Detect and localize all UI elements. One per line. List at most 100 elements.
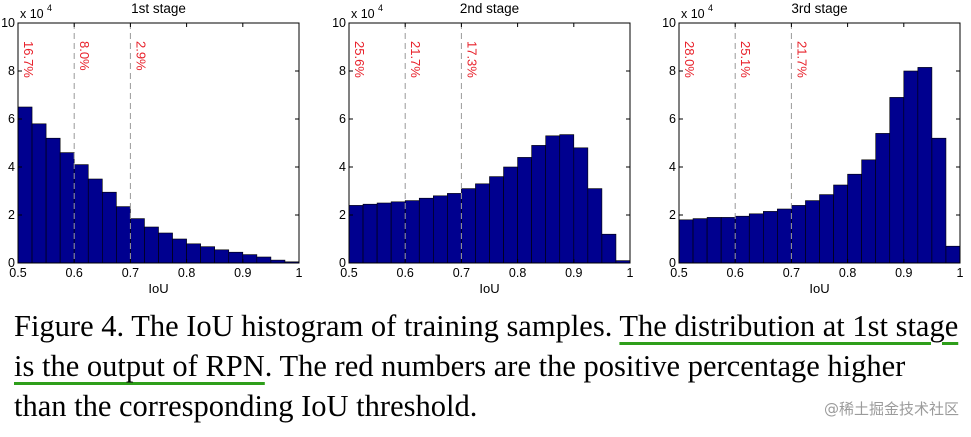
x-tick-label: 0.5: [670, 266, 687, 280]
x-tick-label: 0.7: [783, 266, 800, 280]
y-tick-label: 0: [669, 256, 676, 270]
histogram-bar: [242, 254, 258, 264]
histogram-bar: [503, 166, 518, 264]
histogram-bar: [706, 217, 722, 264]
histogram-bar: [144, 226, 159, 264]
histogram-bar: [875, 133, 891, 264]
histogram-bar: [475, 183, 490, 264]
x-tick-label: 0.7: [453, 266, 470, 280]
watermark: @稀土掘金技术社区: [823, 400, 959, 418]
histogram-bar: [130, 218, 145, 264]
y-tick-label: 6: [8, 112, 15, 126]
histogram-bar: [200, 246, 215, 264]
x-tick-label: 0.9: [234, 266, 251, 280]
threshold-label: 28.0%: [682, 41, 697, 78]
histogram-bar: [186, 243, 201, 264]
y-tick-label: 8: [339, 64, 346, 78]
histogram-bar: [432, 195, 448, 264]
caption-highlight: The distribution at 1st stage is the out…: [14, 309, 959, 383]
histogram-bar: [461, 188, 476, 264]
histogram-bar: [889, 97, 905, 264]
histogram-bar: [31, 123, 47, 264]
histogram-bar: [59, 152, 75, 264]
histogram-bar: [805, 200, 820, 264]
histogram-bar: [517, 157, 532, 264]
x-tick-label: 0.7: [122, 266, 139, 280]
y-tick-label: 10: [662, 16, 676, 30]
y-multiplier: x 10: [351, 7, 375, 21]
histogram-bar: [945, 245, 961, 264]
chart-title: 3rd stage: [791, 1, 847, 16]
histogram-bar: [256, 256, 272, 264]
histogram-bar: [559, 134, 575, 264]
y-tick-label: 2: [669, 208, 676, 222]
histogram-bar: [87, 178, 103, 264]
histogram-bar: [390, 201, 406, 264]
histogram-bar: [102, 191, 117, 264]
plot-frame: [348, 22, 631, 264]
y-tick-label: 6: [339, 112, 346, 126]
threshold-label: 21.7%: [408, 41, 423, 78]
x-axis-label: IoU: [479, 281, 499, 296]
y-tick-label: 8: [8, 64, 15, 78]
histogram-bar: [762, 211, 778, 264]
histogram-bar: [531, 145, 547, 264]
x-tick-label: 0.9: [565, 266, 582, 280]
x-axis-label: IoU: [148, 281, 168, 296]
chart-title: 2nd stage: [460, 1, 519, 16]
histogram-bar: [348, 205, 364, 264]
y-tick-label: 6: [669, 112, 676, 126]
histogram-bar: [692, 218, 708, 264]
y-tick-label: 0: [339, 256, 346, 270]
chart-panel-3: 28.0% 25.1% 21.7%0.5 0.6 0.7 0.8 0.9 10246810x …: [662, 1, 963, 296]
histogram-bar: [833, 184, 848, 264]
chart-panel-2: 25.6% 21.7% 17.3%0.5 0.6 0.7 0.8 0.9 10246810x …: [332, 1, 633, 296]
histogram-bar: [45, 137, 61, 264]
histogram-bar: [172, 238, 187, 264]
histogram-bar: [601, 233, 617, 264]
histogram-bar: [404, 200, 420, 264]
y-tick-label: 10: [1, 16, 15, 30]
histogram-bar: [17, 106, 33, 264]
histogram-bar: [720, 217, 736, 264]
x-tick-label: 1: [627, 266, 634, 280]
y-multiplier-exponent: 4: [378, 3, 383, 13]
y-multiplier: x 10: [681, 7, 705, 21]
histogram-bar: [861, 159, 877, 264]
x-tick-label: 0.6: [66, 266, 83, 280]
y-multiplier: x 10: [20, 7, 44, 21]
y-multiplier-exponent: 4: [708, 3, 713, 13]
histogram-bar: [573, 147, 589, 264]
x-tick-label: 0.5: [9, 266, 26, 280]
histogram-bar: [116, 206, 131, 264]
y-tick-label: 2: [339, 208, 346, 222]
x-tick-label: 0.5: [340, 266, 357, 280]
threshold-label: 8.0%: [77, 41, 92, 71]
histogram-bar: [376, 202, 392, 264]
histogram-bar: [73, 164, 89, 264]
plot-frame: [678, 22, 961, 264]
threshold-label: 25.6%: [352, 41, 367, 78]
threshold-label: 16.7%: [21, 41, 36, 78]
histogram-bar: [545, 135, 561, 264]
histogram-bar: [228, 251, 244, 264]
histogram-bar: [917, 67, 933, 264]
histogram-bar: [748, 213, 764, 264]
histogram-bar: [819, 194, 834, 264]
x-tick-label: 0.6: [397, 266, 414, 280]
y-tick-label: 4: [8, 160, 15, 174]
histogram-bar: [489, 176, 504, 264]
x-tick-label: 1: [957, 266, 964, 280]
x-tick-label: 0.8: [178, 266, 195, 280]
x-tick-label: 0.9: [895, 266, 912, 280]
caption-text-end: . The red numbers are the positive perce…: [14, 349, 906, 423]
histogram-bar: [158, 232, 173, 264]
threshold-label: 21.7%: [794, 41, 809, 78]
histogram-bar: [777, 208, 792, 264]
histogram-bar: [587, 188, 603, 264]
x-axis-label: IoU: [809, 281, 829, 296]
figure-caption: Figure 4. The IoU histogram of training …: [14, 306, 964, 426]
y-tick-label: 2: [8, 208, 15, 222]
